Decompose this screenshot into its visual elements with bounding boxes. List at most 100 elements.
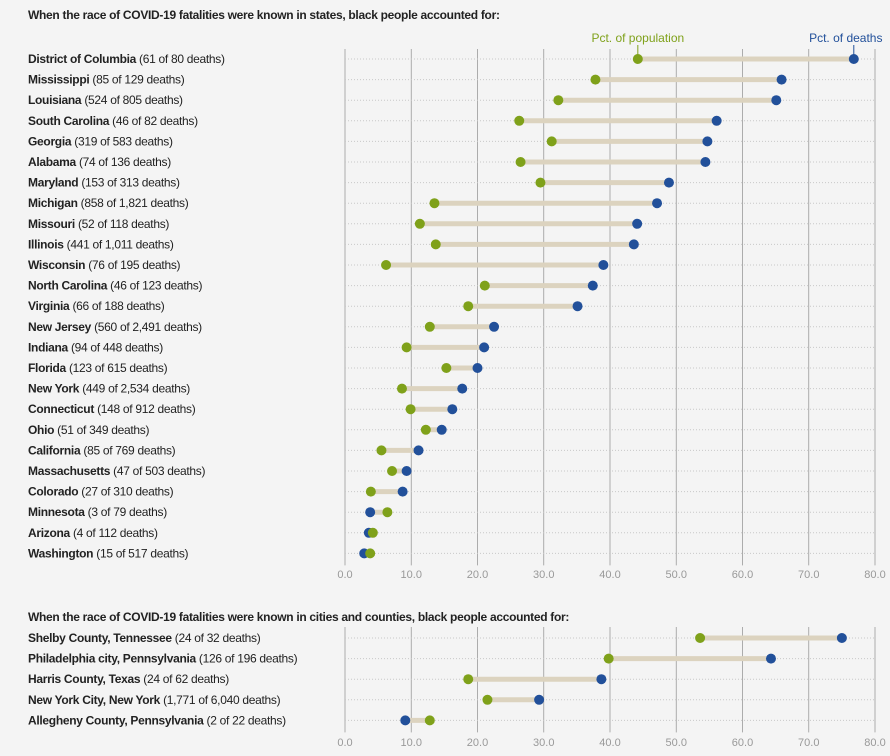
row-detail: (46 of 82 deaths) [109, 114, 198, 128]
deaths-dot [436, 424, 447, 435]
row-detail: (85 of 129 deaths) [89, 73, 184, 87]
population-dot [441, 363, 452, 373]
row-label: North Carolina (46 of 123 deaths) [28, 279, 202, 293]
x-tick-label: 40.0 [599, 737, 620, 749]
row-detail: (441 of 1,011 deaths) [64, 237, 174, 251]
deaths-dot [479, 342, 490, 353]
row-label: Arizona (4 of 112 deaths) [28, 526, 158, 540]
row-label: Missouri (52 of 118 deaths) [28, 217, 169, 231]
population-dot [382, 507, 393, 518]
row-detail: (27 of 310 deaths) [78, 485, 173, 499]
row-detail: (94 of 448 deaths) [68, 340, 163, 354]
row-name: Maryland [28, 176, 78, 190]
row-label: Massachusetts (47 of 503 deaths) [28, 464, 205, 478]
legend-deaths-label: Pct. of deaths [809, 31, 882, 45]
row-name: New Jersey [28, 320, 92, 334]
population-dot [546, 136, 557, 147]
row-name: New York City, New York [28, 693, 161, 707]
row-name: Virginia [28, 299, 70, 313]
deaths-dot [400, 715, 411, 726]
population-dot [420, 424, 431, 435]
row-label: Ohio (51 of 349 deaths) [28, 423, 149, 437]
population-dot [429, 198, 440, 209]
population-dot [463, 674, 474, 685]
row-name: Allegheny County, Pennsylvania [28, 713, 204, 727]
row-name: Mississippi [28, 73, 89, 87]
deaths-dot [836, 633, 847, 643]
population-dot [632, 54, 643, 64]
row-detail: (3 of 79 deaths) [85, 505, 168, 519]
deaths-dot [457, 383, 468, 394]
x-tick-label: 70.0 [798, 569, 819, 581]
row-detail: (4 of 112 deaths) [70, 526, 158, 540]
row-label: Mississippi (85 of 129 deaths) [28, 73, 185, 87]
row-detail: (15 of 517 deaths) [93, 546, 188, 560]
legend-population-label: Pct. of population [591, 31, 684, 45]
row-name: Colorado [28, 485, 78, 499]
deaths-dot [401, 466, 412, 476]
population-dot [424, 321, 435, 332]
deaths-dot [702, 136, 713, 147]
deaths-dot [472, 363, 483, 373]
x-tick-label: 0.0 [337, 569, 352, 581]
row-label: Colorado (27 of 310 deaths) [28, 485, 174, 499]
deaths-dot [848, 54, 859, 64]
population-dot [365, 486, 376, 497]
row-detail: (153 of 313 deaths) [78, 176, 180, 190]
row-name: Shelby County, Tennessee [28, 631, 172, 645]
row-detail: (2 of 22 deaths) [204, 713, 287, 727]
row-name: Indiana [28, 340, 69, 354]
row-name: Washington [28, 546, 93, 560]
row-detail: (126 of 196 deaths) [196, 652, 298, 666]
row-detail: (61 of 80 deaths) [136, 52, 225, 66]
deaths-dot [771, 95, 782, 106]
x-tick-label: 80.0 [864, 569, 885, 581]
population-dot [376, 445, 387, 456]
deaths-dot [572, 301, 583, 312]
x-tick-label: 10.0 [401, 569, 422, 581]
row-detail: (46 of 123 deaths) [107, 279, 202, 293]
row-label: Alabama (74 of 136 deaths) [28, 155, 171, 169]
population-dot [515, 157, 526, 167]
row-name: Arizona [28, 526, 71, 540]
row-detail: (76 of 195 deaths) [85, 258, 180, 272]
population-dot [401, 342, 412, 353]
deaths-dot [447, 404, 458, 415]
x-tick-label: 70.0 [798, 737, 819, 749]
population-dot [463, 301, 474, 312]
row-detail: (524 of 805 deaths) [81, 93, 183, 107]
population-dot [396, 383, 407, 394]
row-detail: (51 of 349 deaths) [54, 423, 149, 437]
row-label: Allegheny County, Pennsylvania (2 of 22 … [28, 713, 286, 727]
x-tick-label: 50.0 [666, 737, 687, 749]
x-tick-label: 40.0 [599, 569, 620, 581]
deaths-dot [628, 239, 639, 250]
row-label: Indiana (94 of 448 deaths) [28, 340, 163, 354]
row-label: California (85 of 769 deaths) [28, 443, 176, 457]
deaths-dot [413, 445, 424, 456]
population-dot [430, 239, 441, 250]
row-name: Harris County, Texas [28, 672, 141, 686]
x-tick-label: 60.0 [732, 569, 753, 581]
row-detail: (858 of 1,821 deaths) [78, 196, 189, 210]
row-label: New York (449 of 2,534 deaths) [28, 382, 190, 396]
row-detail: (52 of 118 deaths) [75, 217, 169, 231]
row-detail: (1,771 of 6,040 deaths) [160, 693, 281, 707]
row-name: North Carolina [28, 279, 108, 293]
population-dot [603, 653, 614, 664]
row-detail: (123 of 615 deaths) [66, 361, 168, 375]
row-label: Michigan (858 of 1,821 deaths) [28, 196, 189, 210]
row-name: Connecticut [28, 402, 94, 416]
x-tick-label: 80.0 [864, 737, 885, 749]
row-label: Minnesota (3 of 79 deaths) [28, 505, 167, 519]
deaths-dot [587, 280, 598, 291]
x-tick-label: 0.0 [337, 737, 352, 749]
row-detail: (85 of 769 deaths) [80, 443, 175, 457]
row-name: Philadelphia city, Pennsylvania [28, 652, 197, 666]
row-name: Illinois [28, 237, 64, 251]
row-name: Florida [28, 361, 67, 375]
row-name: Michigan [28, 196, 78, 210]
population-dot [424, 715, 435, 726]
population-dot [479, 280, 490, 291]
row-label: South Carolina (46 of 82 deaths) [28, 114, 198, 128]
